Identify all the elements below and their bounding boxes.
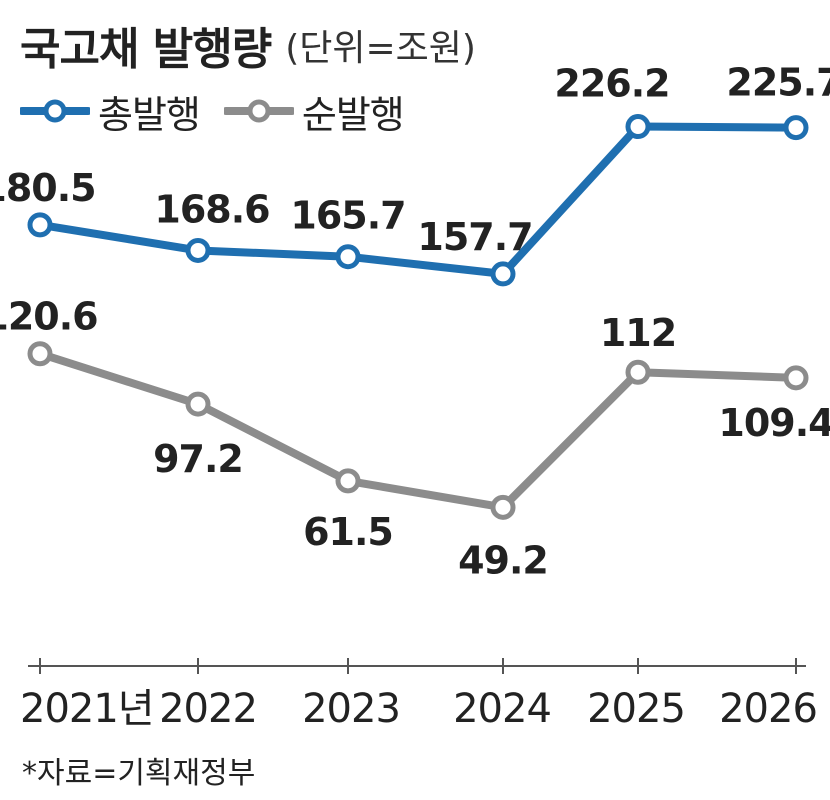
data-point-total bbox=[490, 261, 516, 287]
data-label-total: 157.7 bbox=[417, 215, 532, 259]
legend-total-line-marker-icon bbox=[20, 99, 90, 123]
legend-label-net: 순발행 bbox=[301, 92, 405, 137]
data-point-net bbox=[185, 391, 211, 417]
chart-title: 국고채 발행량 bbox=[20, 24, 272, 75]
legend: 총발행 순발행 bbox=[20, 84, 428, 139]
chart-unit-label: (단위=조원) bbox=[285, 28, 476, 69]
series-line-total bbox=[36, 122, 800, 278]
data-label-net: 61.5 bbox=[303, 510, 393, 554]
data-point-total bbox=[783, 115, 809, 141]
x-tick-label: 2022 bbox=[159, 686, 257, 732]
data-label-total: 180.5 bbox=[0, 166, 96, 210]
data-point-net bbox=[490, 494, 516, 520]
data-point-net bbox=[335, 468, 361, 494]
data-label-total: 225.7 bbox=[726, 61, 830, 105]
data-label-net: 97.2 bbox=[153, 437, 243, 481]
legend-item-net: 순발행 bbox=[223, 84, 405, 139]
x-tick-label: 2023 bbox=[302, 686, 400, 732]
legend-item-total: 총발행 bbox=[20, 84, 201, 139]
data-point-net bbox=[27, 341, 53, 367]
data-label-net: 120.6 bbox=[0, 295, 98, 339]
data-point-total bbox=[185, 237, 211, 263]
data-point-net bbox=[625, 359, 651, 385]
data-label-net: 49.2 bbox=[458, 538, 548, 582]
data-label-net: 109.4 bbox=[718, 401, 830, 445]
data-point-net bbox=[783, 365, 809, 391]
x-tick-label: 2024 bbox=[453, 686, 551, 732]
x-tick-label: 2025 bbox=[587, 686, 685, 732]
title-row: 국고채 발행량 (단위=조원) bbox=[20, 14, 476, 76]
data-point-total bbox=[625, 114, 651, 140]
legend-net-line-marker-icon bbox=[223, 99, 294, 123]
legend-label-total: 총발행 bbox=[98, 92, 201, 137]
x-tick-label: 2026 bbox=[719, 686, 817, 732]
data-point-total bbox=[27, 212, 53, 238]
data-point-total bbox=[335, 244, 361, 270]
x-tick-label: 2021년 bbox=[20, 686, 154, 732]
source-note: *자료=기획재정부 bbox=[22, 756, 256, 791]
data-label-total: 226.2 bbox=[554, 62, 669, 106]
data-label-total: 165.7 bbox=[290, 194, 405, 238]
data-label-total: 168.6 bbox=[154, 187, 269, 231]
series-line-net bbox=[36, 349, 800, 512]
data-label-net: 112 bbox=[600, 311, 676, 355]
